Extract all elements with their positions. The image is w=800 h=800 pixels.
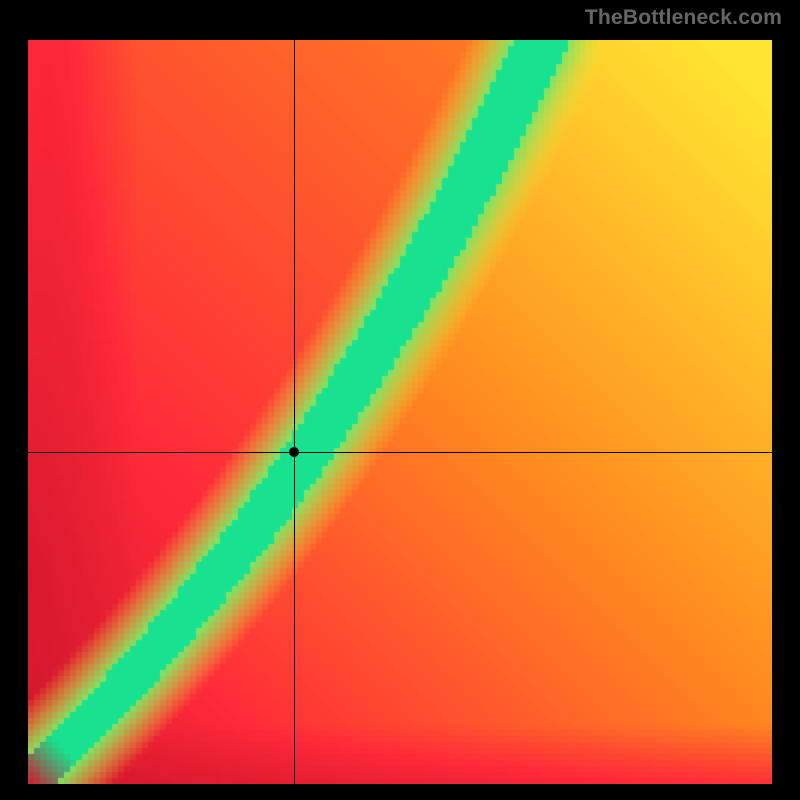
heatmap-canvas	[28, 40, 772, 784]
crosshair-horizontal	[28, 452, 772, 453]
intersection-marker	[289, 447, 299, 457]
watermark-text: TheBottleneck.com	[585, 6, 782, 30]
crosshair-vertical	[294, 40, 295, 784]
bottleneck-chart-container: TheBottleneck.com	[0, 0, 800, 800]
